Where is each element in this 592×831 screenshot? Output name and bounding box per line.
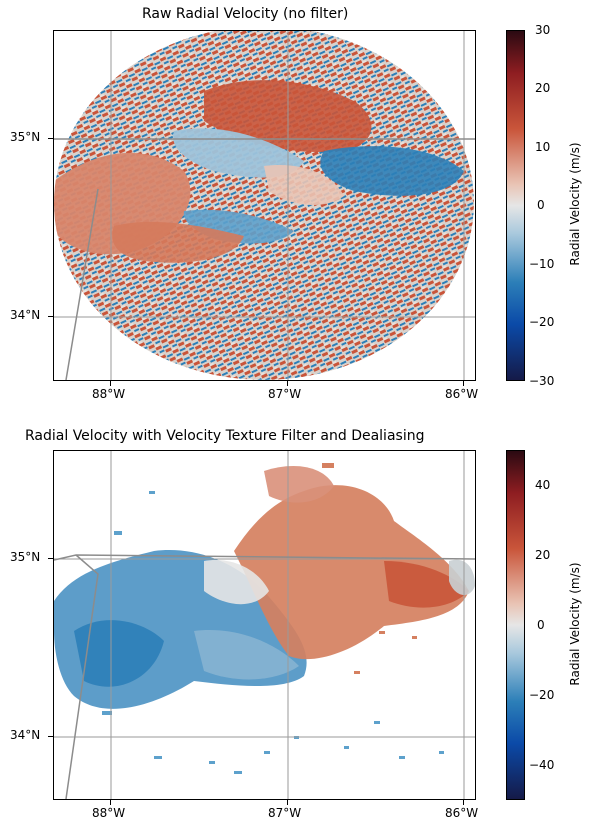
colorbar	[506, 30, 525, 381]
lat-label-35: 35°N	[10, 130, 41, 144]
lat-tick	[48, 736, 53, 737]
lon-tick	[110, 381, 111, 386]
panel-title: Radial Velocity with Velocity Texture Fi…	[25, 428, 425, 444]
lon-label-87: 87°W	[268, 387, 302, 401]
radar-map	[54, 31, 475, 380]
panel-title: Raw Radial Velocity (no filter)	[142, 6, 349, 22]
lon-label-88: 88°W	[92, 806, 126, 820]
lon-label-86: 86°W	[445, 806, 479, 820]
map-axes	[53, 30, 476, 381]
lon-label-87: 87°W	[268, 806, 302, 820]
lon-label-86: 86°W	[445, 387, 479, 401]
cbar-tick: −20	[529, 315, 555, 329]
radar-map	[54, 451, 475, 799]
cbar-tick: 20	[535, 548, 551, 562]
filtered-velocity-panel: Radial Velocity with Velocity Texture Fi…	[0, 420, 592, 831]
lon-tick	[463, 381, 464, 386]
cbar-tick: −10	[529, 257, 555, 271]
cbar-tick: −20	[529, 688, 555, 702]
lat-tick	[48, 138, 53, 139]
lat-tick	[48, 316, 53, 317]
raw-velocity-panel: Raw Radial Velocity (no filter)	[0, 0, 592, 415]
map-axes	[53, 450, 476, 800]
cbar-tick: −40	[529, 758, 555, 772]
lat-label-35: 35°N	[10, 550, 41, 564]
lat-label-34: 34°N	[10, 308, 41, 322]
cbar-tick: 40	[535, 478, 551, 492]
lon-label-88: 88°W	[92, 387, 126, 401]
colorbar-label: Radial Velocity (m/s)	[568, 142, 582, 266]
lon-tick	[110, 800, 111, 805]
cbar-tick: 10	[535, 140, 551, 154]
cbar-tick: 0	[537, 618, 545, 632]
lat-tick	[48, 558, 53, 559]
cbar-tick: 0	[537, 198, 545, 212]
cbar-tick: −30	[529, 374, 555, 388]
cbar-tick: 30	[535, 23, 551, 37]
colorbar-label: Radial Velocity (m/s)	[568, 562, 582, 686]
colorbar	[506, 450, 525, 800]
lon-tick	[287, 800, 288, 805]
lon-tick	[287, 381, 288, 386]
lat-label-34: 34°N	[10, 728, 41, 742]
cbar-tick: 20	[535, 81, 551, 95]
lon-tick	[463, 800, 464, 805]
